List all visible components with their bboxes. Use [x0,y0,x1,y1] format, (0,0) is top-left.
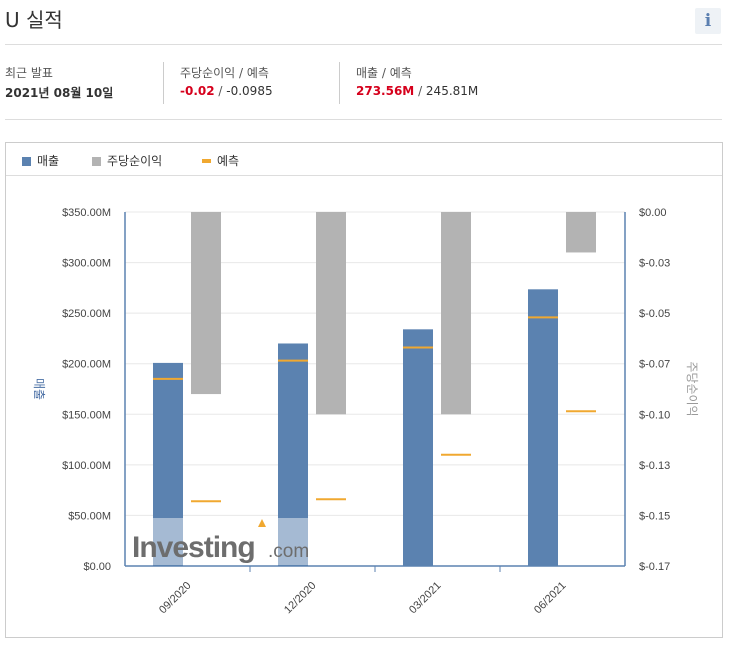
legend-label: 주당순이익 [107,154,163,168]
right-tick-label: $-0.10 [639,409,670,421]
latest-release: 최근 발표 2021년 08월 10일 [5,64,113,104]
eps-bar [441,212,471,415]
summary-divider-bottom [5,119,722,120]
left-tick-label: $200.00M [62,359,111,371]
latest-release-date: 2021년 08월 10일 [5,86,114,100]
legend-item-revenue[interactable]: 매출 [22,152,59,169]
left-tick-label: $100.00M [62,460,111,472]
right-axis-title: 주당순이익 [685,361,699,416]
right-tick-label: $-0.15 [639,510,670,522]
x-tick-label: 12/2020 [282,580,319,617]
chart-legend: 매출 주당순이익 예측 [6,143,722,176]
right-tick-label: $-0.07 [639,359,670,371]
right-tick-label: $-0.13 [639,460,670,472]
revenue-bar [278,343,308,566]
legend-label: 매출 [37,154,60,168]
right-tick-label: $-0.03 [639,258,670,270]
investing-logo-accent [258,519,266,527]
header-divider [5,44,722,45]
eps-bar [566,212,596,253]
x-tick-label: 06/2021 [532,580,569,617]
revenue-separator: / [414,84,426,98]
latest-release-label: 최근 발표 [5,66,53,80]
summary-divider [163,62,164,104]
revenue-actual: 273.56M [356,84,415,98]
revenue-summary-label: 매출 / 예측 [356,66,412,80]
eps-summary-label: 주당순이익 / 예측 [180,66,269,80]
left-tick-label: $250.00M [62,308,111,320]
left-axis-title: 매출 [32,378,46,400]
eps-bar [191,212,221,395]
x-tick-label: 09/2020 [157,580,194,617]
legend-item-eps[interactable]: 주당순이익 [92,152,162,169]
left-tick-label: $0.00 [83,561,111,573]
summary-divider [339,62,340,104]
investing-logo: Investing [132,531,255,564]
eps-summary: 주당순이익 / 예측 -0.02 / -0.0985 [180,64,273,104]
eps-bar [316,212,346,415]
revenue-bar [153,362,183,566]
revenue-bar [403,329,433,566]
eps-forecast: -0.0985 [226,84,273,98]
right-tick-label: $0.00 [639,207,667,219]
legend-item-forecast[interactable]: 예측 [202,152,239,169]
left-tick-label: $300.00M [62,258,111,270]
eps-actual: -0.02 [180,84,215,98]
legend-swatch-eps [92,157,101,166]
info-icon[interactable]: i [695,8,721,34]
left-tick-label: $350.00M [62,207,111,219]
left-tick-label: $50.00M [68,510,111,522]
right-tick-label: $-0.05 [639,308,670,320]
revenue-summary: 매출 / 예측 273.56M / 245.81M [356,64,478,104]
revenue-bar [528,289,558,566]
legend-swatch-revenue [22,157,31,166]
investing-logo-suffix: .com [268,541,309,562]
x-tick-label: 03/2021 [407,580,444,617]
right-tick-label: $-0.17 [639,561,670,573]
earnings-chart: 매출 주당순이익 예측 $0.00 $50.00M $100.00M $150.00M… [5,142,723,638]
eps-separator: / [214,84,227,98]
watermark-backdrop [126,518,336,565]
chart-canvas: $0.00 $50.00M $100.00M $150.00M $200.00M $250… [32,207,699,617]
legend-label: 예측 [217,154,240,168]
page-title: U 실적 [5,8,63,32]
left-tick-label: $150.00M [62,409,111,421]
legend-swatch-forecast [202,159,211,163]
revenue-forecast: 245.81M [425,84,479,98]
